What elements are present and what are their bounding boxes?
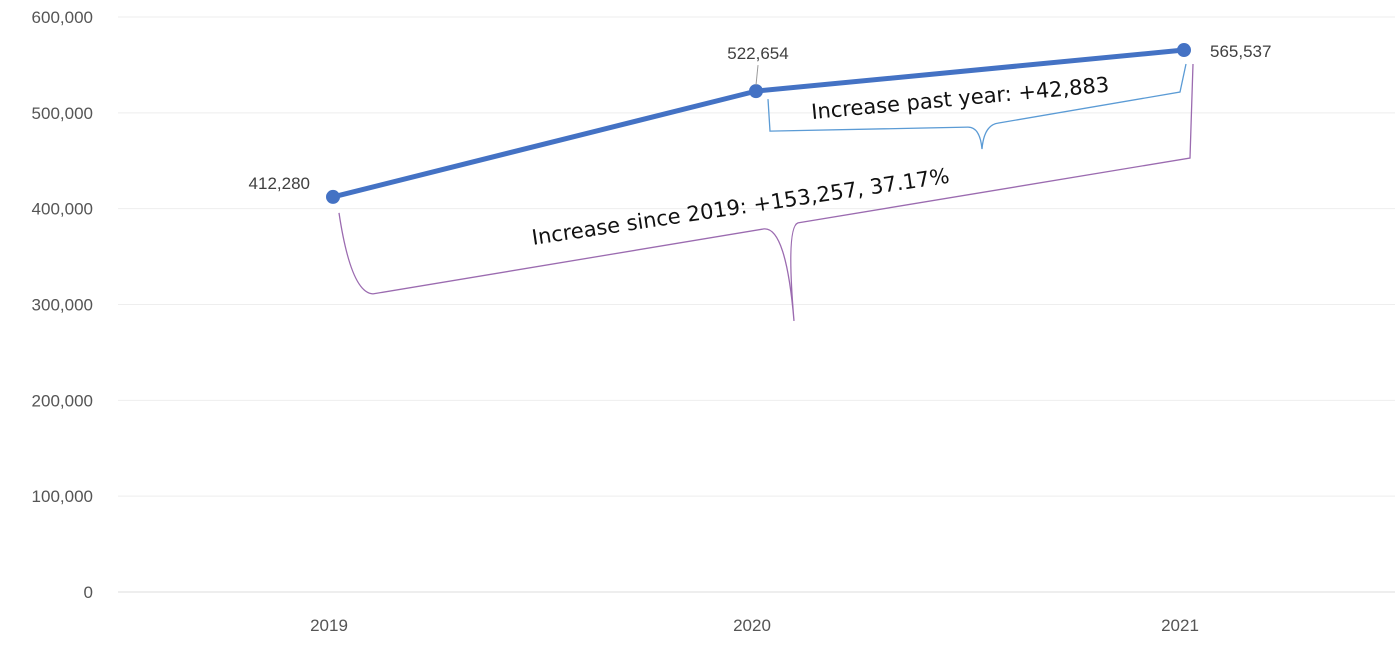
x-tick-label: 2021 (1161, 616, 1199, 635)
y-axis-tick-labels: 0 100,000 200,000 300,000 400,000 500,000 600,… (32, 8, 93, 602)
gridlines (118, 16, 1395, 593)
annotation-since-2019: Increase since 2019: +153,257, 37.17% (530, 164, 951, 250)
data-label-2021: 565,537 (1210, 42, 1271, 61)
data-point-2020 (749, 84, 763, 99)
y-tick-label: 300,000 (32, 296, 93, 315)
y-tick-label: 200,000 (32, 391, 93, 410)
y-tick-label: 100,000 (32, 487, 93, 506)
series-line (330, 47, 1187, 200)
data-point-2021 (1177, 43, 1191, 58)
data-label-2019: 412,280 (249, 174, 310, 193)
y-tick-label: 0 (84, 583, 93, 602)
bracket-past-year (767, 63, 1187, 150)
x-tick-label: 2020 (733, 616, 771, 635)
data-label-leader (755, 65, 759, 86)
data-label-2020: 522,654 (727, 44, 788, 63)
y-tick-label: 400,000 (32, 200, 93, 219)
series (326, 43, 1191, 204)
data-point-2019 (326, 189, 340, 204)
bracket-since-2019 (338, 64, 1194, 321)
x-axis-tick-labels: 2019 2020 2021 (310, 616, 1199, 635)
y-tick-label: 500,000 (32, 104, 93, 123)
x-tick-label: 2019 (310, 616, 348, 635)
y-tick-label: 600,000 (32, 8, 93, 27)
data-labels: 412,280 522,654 565,537 (249, 42, 1272, 193)
